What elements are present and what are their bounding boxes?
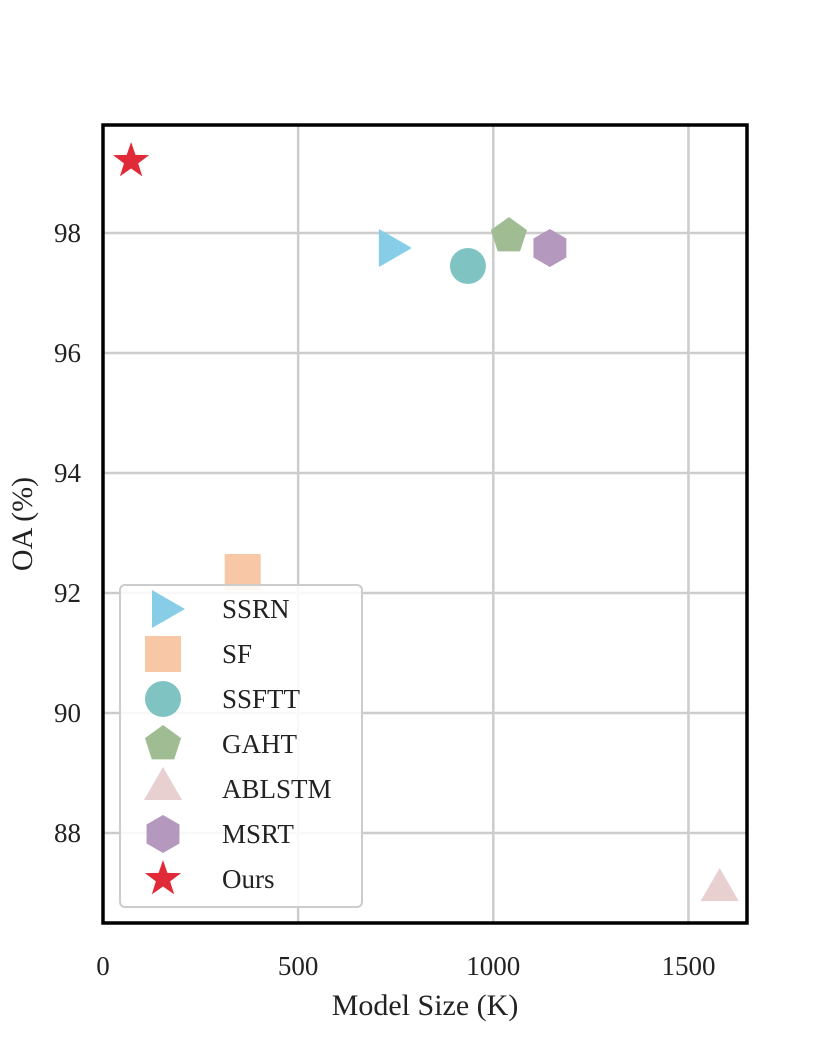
legend-marker-ours xyxy=(144,860,182,895)
legend-label-ssrn: SSRN xyxy=(222,594,290,624)
point-msrt xyxy=(533,229,567,267)
legend-marker-ablstm xyxy=(143,767,183,800)
legend-label-gaht: GAHT xyxy=(222,729,297,759)
y-tick-label: 94 xyxy=(54,458,82,488)
legend-label-msrt: MSRT xyxy=(222,819,294,849)
legend-marker-gaht xyxy=(144,725,182,760)
legend-marker-ssrn xyxy=(152,589,185,629)
point-gaht xyxy=(490,217,527,252)
y-tick-label: 88 xyxy=(54,818,81,848)
tick-labels: 0 500 1000 1500 88 90 92 94 96 98 xyxy=(54,218,715,981)
point-ablstm xyxy=(700,868,739,901)
plot-frame xyxy=(101,123,749,925)
y-tick-label: 96 xyxy=(54,338,81,368)
x-tick-label: 0 xyxy=(96,951,110,981)
x-tick-label: 500 xyxy=(278,951,319,981)
point-ours xyxy=(113,142,150,177)
legend-label-ablstm: ABLSTM xyxy=(222,774,332,804)
legend-marker-msrt xyxy=(146,815,180,853)
legend-marker-sf xyxy=(145,636,181,672)
y-tick-label: 98 xyxy=(54,218,81,248)
y-axis-title: OA (%) xyxy=(6,477,39,571)
legend-label-ours: Ours xyxy=(222,864,275,894)
y-tick-label: 92 xyxy=(54,578,81,608)
legend: SSRN SF SSFTT GAHT ABLSTM MSRT Ours xyxy=(119,584,363,908)
x-axis-title: Model Size (K) xyxy=(332,989,519,1022)
legend-label-ssftt: SSFTT xyxy=(222,684,301,714)
point-ssftt xyxy=(449,248,486,284)
legend-label-sf: SF xyxy=(222,639,252,669)
point-ssrn xyxy=(378,228,412,268)
x-tick-label: 1500 xyxy=(661,951,715,981)
x-tick-label: 1000 xyxy=(466,951,520,981)
y-tick-label: 90 xyxy=(54,698,81,728)
legend-marker-ssftt xyxy=(145,681,181,717)
